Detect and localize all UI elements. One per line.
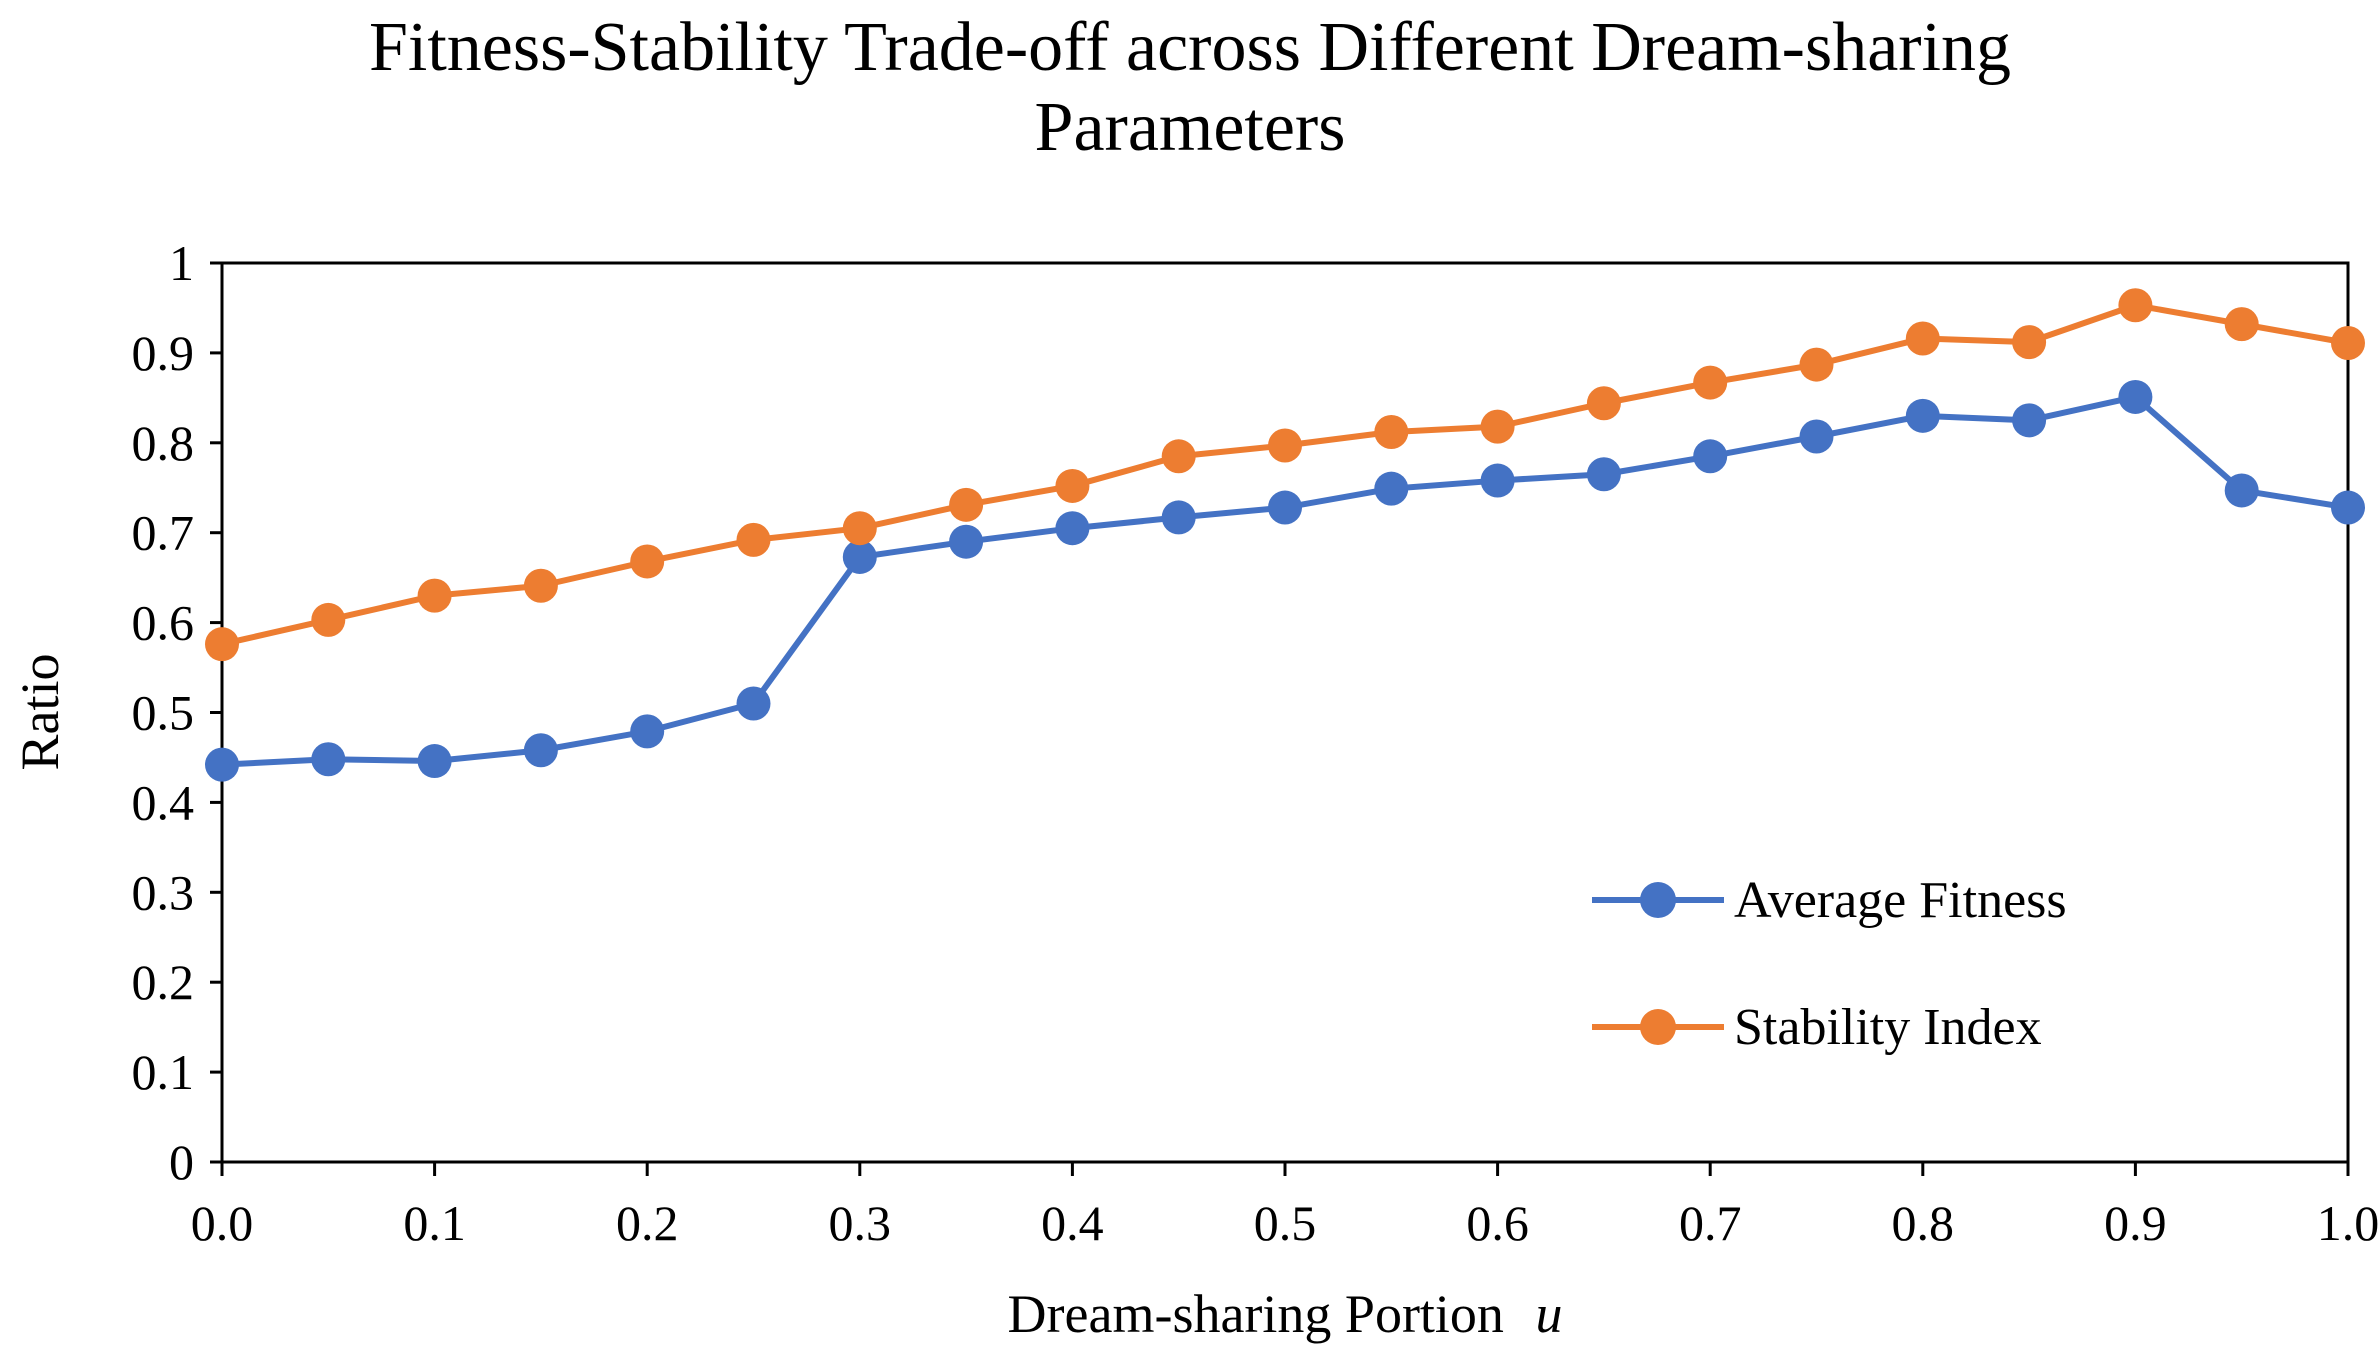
y-tick-label: 0.6 <box>132 595 195 651</box>
chart-title-line-2: Parameters <box>1035 89 1346 166</box>
data-point-stability-index <box>1374 415 1409 450</box>
x-axis: 0.0 0.1 0.2 0.3 0.4 0.5 0.6 0.7 0.8 0.9 1.0 <box>191 1162 2380 1251</box>
data-point-stability-index <box>1586 386 1621 421</box>
x-tick-label: 0.5 <box>1254 1195 1317 1251</box>
data-point-average-fitness <box>1161 500 1196 535</box>
y-tick-label: 0.8 <box>132 415 195 471</box>
data-point-average-fitness <box>736 686 771 721</box>
data-point-stability-index <box>523 568 558 603</box>
data-point-stability-index <box>1268 428 1302 463</box>
data-point-stability-index <box>1905 321 1940 356</box>
data-point-average-fitness <box>949 524 984 559</box>
data-point-stability-index <box>1693 365 1728 400</box>
data-point-stability-index <box>1161 439 1196 474</box>
data-point-stability-index <box>949 487 984 522</box>
y-tick-label: 0.2 <box>132 954 195 1010</box>
data-point-stability-index <box>417 578 452 613</box>
legend-label-average-fitness: Average Fitness <box>1734 872 2067 929</box>
y-axis: 0 0.1 0.2 0.3 0.4 0.5 0.6 0.7 0.8 0.9 1 <box>132 235 222 1190</box>
data-point-stability-index <box>736 522 771 557</box>
data-point-stability-index <box>842 511 877 546</box>
x-tick-label: 0.9 <box>2104 1195 2167 1251</box>
x-tick-label: 0.8 <box>1892 1195 1955 1251</box>
data-point-average-fitness <box>1268 490 1302 525</box>
data-point-average-fitness <box>2224 473 2259 508</box>
data-point-average-fitness <box>1374 471 1409 506</box>
chart-title: Fitness-Stability Trade-off across Diffe… <box>369 9 2011 166</box>
data-point-average-fitness <box>1799 419 1834 454</box>
data-point-average-fitness <box>2012 403 2047 438</box>
data-point-average-fitness <box>1480 463 1515 498</box>
x-tick-label: 0.6 <box>1466 1195 1529 1251</box>
data-point-stability-index <box>1480 409 1515 444</box>
data-point-stability-index <box>2224 307 2259 342</box>
data-point-average-fitness <box>2118 379 2153 414</box>
legend-marker-stability-index <box>1640 1009 1676 1045</box>
series-layer <box>205 288 2365 782</box>
data-point-average-fitness <box>417 744 452 779</box>
x-tick-label: 1.0 <box>2317 1195 2380 1251</box>
data-point-average-fitness <box>1905 398 1940 433</box>
y-tick-label: 0.5 <box>132 685 195 741</box>
data-point-stability-index <box>311 602 346 637</box>
data-point-stability-index <box>2012 325 2047 360</box>
data-point-stability-index <box>2331 326 2365 361</box>
y-axis-title: Ratio <box>10 654 70 771</box>
y-tick-label: 0.1 <box>132 1044 195 1100</box>
x-tick-label: 0.3 <box>829 1195 892 1251</box>
data-point-average-fitness <box>523 733 558 768</box>
data-point-average-fitness <box>1693 439 1728 474</box>
data-point-average-fitness <box>1055 511 1090 546</box>
data-point-stability-index <box>205 627 239 662</box>
legend-marker-average-fitness <box>1640 882 1676 918</box>
x-tick-label: 0.7 <box>1679 1195 1742 1251</box>
x-axis-title-text: Dream-sharing Portion <box>1008 1284 1504 1344</box>
legend-label-stability-index: Stability Index <box>1734 999 2042 1056</box>
data-point-average-fitness <box>630 714 665 749</box>
x-tick-label: 0.0 <box>191 1195 254 1251</box>
x-axis-title: Dream-sharing Portion u <box>1008 1284 1563 1344</box>
data-point-average-fitness <box>2331 490 2365 525</box>
data-point-average-fitness <box>842 539 877 574</box>
x-tick-label: 0.1 <box>403 1195 466 1251</box>
data-point-average-fitness <box>311 742 346 777</box>
y-tick-label: 0.4 <box>132 774 195 830</box>
legend: Average Fitness Stability Index <box>1592 872 2067 1056</box>
y-tick-label: 0 <box>169 1134 194 1190</box>
x-tick-label: 0.4 <box>1041 1195 1104 1251</box>
x-tick-label: 0.2 <box>616 1195 679 1251</box>
y-tick-label: 0.7 <box>132 505 195 561</box>
data-point-average-fitness <box>1586 457 1621 492</box>
y-tick-label: 0.3 <box>132 864 195 920</box>
y-tick-label: 0.9 <box>132 325 195 381</box>
data-point-stability-index <box>1799 347 1834 382</box>
x-axis-title-variable: u <box>1535 1284 1562 1344</box>
data-point-average-fitness <box>205 747 239 782</box>
data-point-stability-index <box>1055 468 1090 503</box>
data-point-stability-index <box>630 544 665 579</box>
chart-title-line-1: Fitness-Stability Trade-off across Diffe… <box>369 9 2011 86</box>
y-tick-label: 1 <box>169 235 194 291</box>
data-point-stability-index <box>2118 288 2153 323</box>
